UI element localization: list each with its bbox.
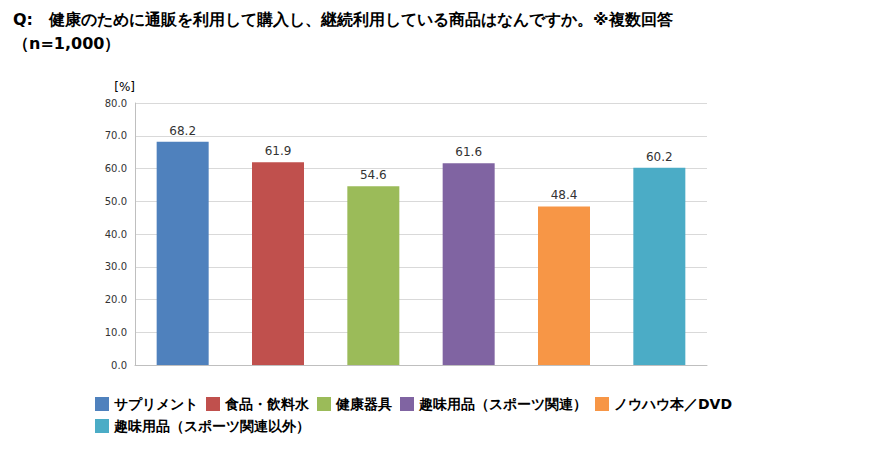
svg-text:50.0: 50.0 (105, 196, 127, 207)
svg-text:40.0: 40.0 (105, 229, 127, 240)
svg-text:70.0: 70.0 (105, 130, 127, 141)
svg-text:61.9: 61.9 (265, 144, 292, 158)
svg-text:趣味用品（スポーツ関連以外）: 趣味用品（スポーツ関連以外） (113, 418, 310, 434)
svg-text:趣味用品（スポーツ関連）: 趣味用品（スポーツ関連） (418, 396, 587, 412)
svg-text:20.0: 20.0 (105, 294, 127, 305)
svg-text:0.0: 0.0 (111, 360, 127, 371)
svg-text:（n=1,000）: （n=1,000） (13, 34, 120, 53)
svg-text:[%]: [%] (114, 80, 135, 94)
svg-text:健康器具: 健康器具 (335, 396, 392, 412)
svg-text:54.6: 54.6 (360, 168, 387, 182)
svg-text:80.0: 80.0 (105, 98, 127, 109)
svg-text:48.4: 48.4 (551, 188, 578, 202)
svg-text:ノウハウ本／DVD: ノウハウ本／DVD (614, 396, 732, 412)
svg-text:68.2: 68.2 (169, 124, 196, 138)
svg-text:30.0: 30.0 (105, 261, 127, 272)
svg-text:食品・飲料水: 食品・飲料水 (224, 396, 310, 412)
svg-text:10.0: 10.0 (105, 327, 127, 338)
svg-text:サプリメント: サプリメント (114, 396, 198, 412)
svg-text:61.6: 61.6 (455, 145, 482, 159)
svg-text:60.2: 60.2 (646, 150, 673, 164)
svg-text:60.0: 60.0 (105, 163, 127, 174)
svg-text:Q: 健康のために通販を利用して購入し、継続利用している商品: Q: 健康のために通販を利用して購入し、継続利用している商品はなんですか。※複数… (13, 10, 673, 29)
